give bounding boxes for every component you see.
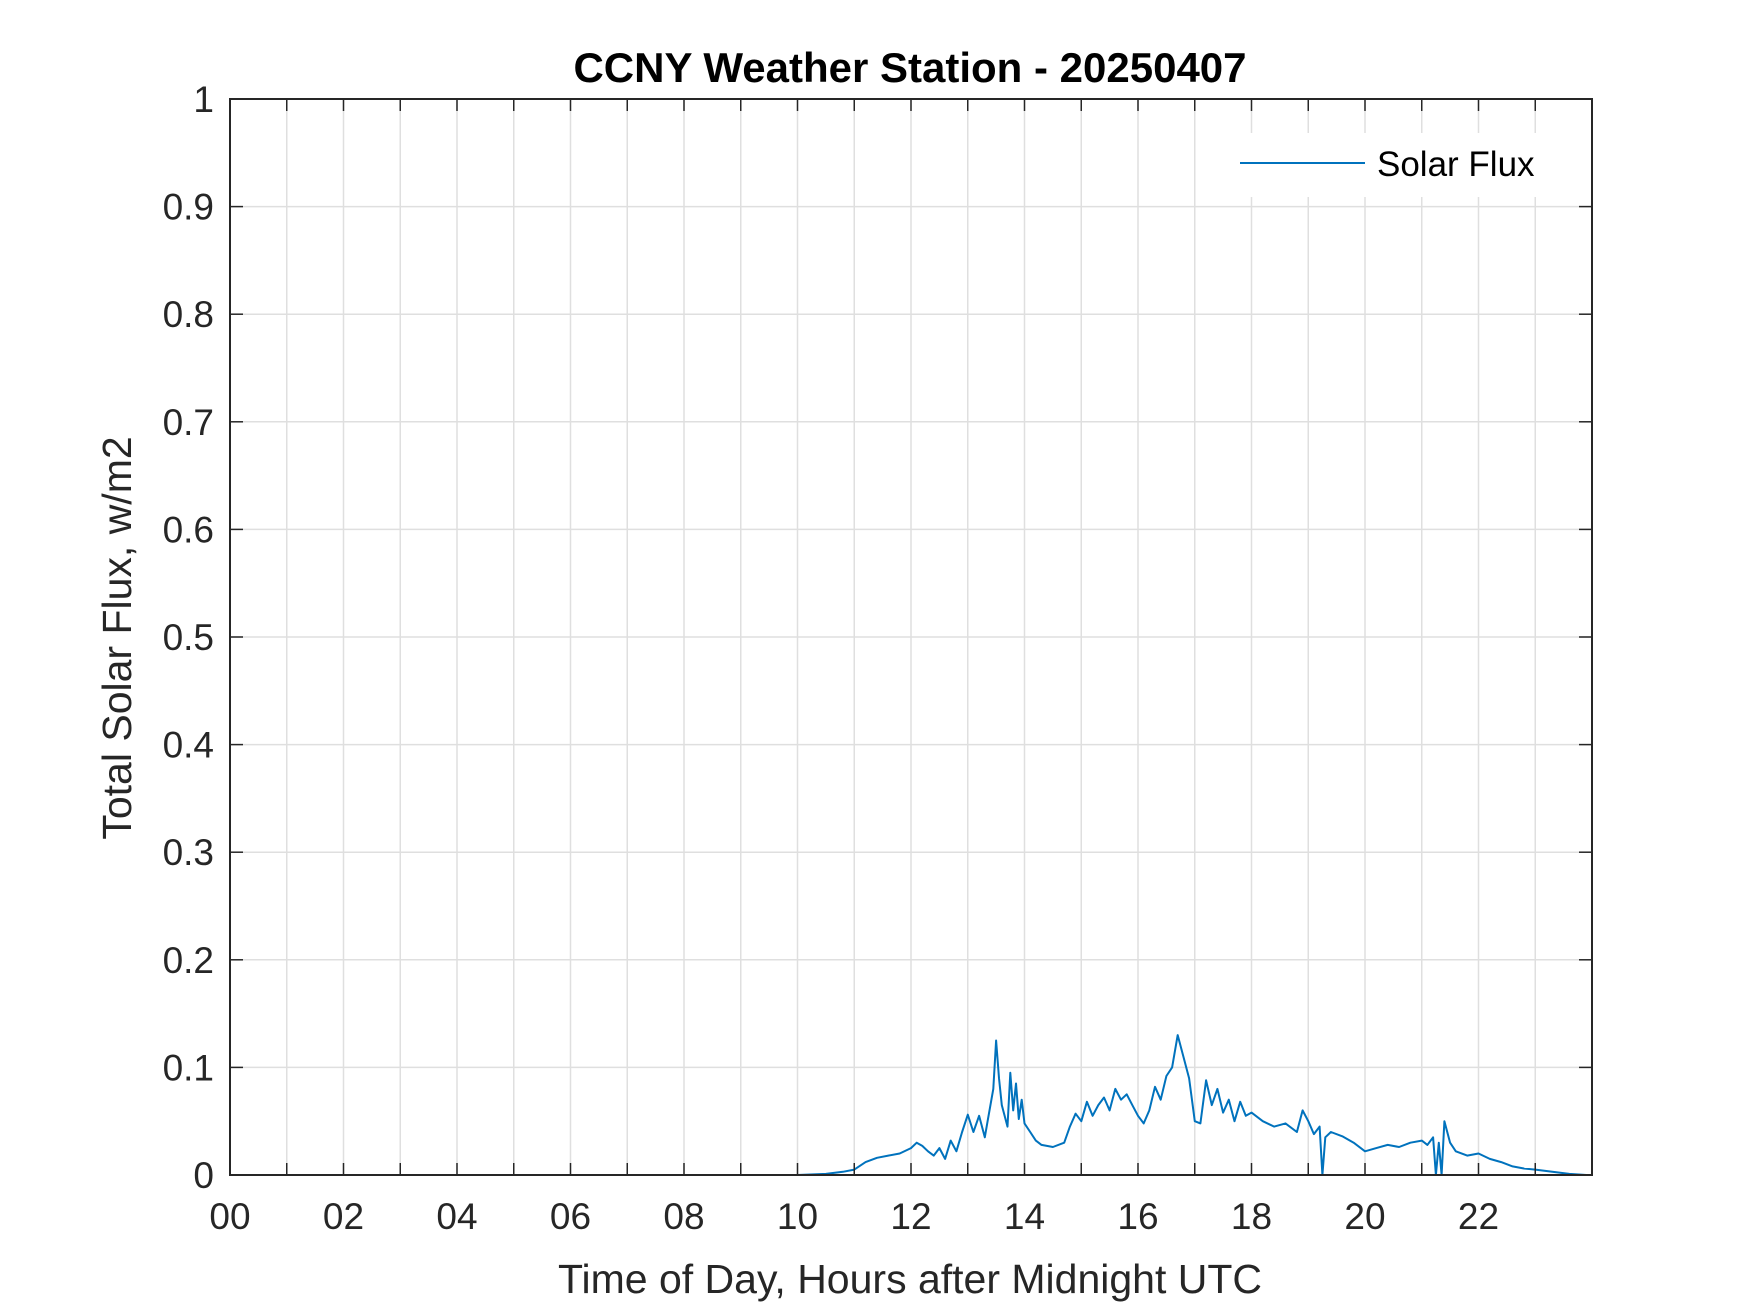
- series-layer: [230, 1034, 1587, 1176]
- x-tick-label: 04: [436, 1196, 477, 1237]
- y-tick-label: 1: [193, 79, 214, 120]
- x-tick-label: 02: [323, 1196, 364, 1237]
- y-tick-label: 0.1: [163, 1047, 214, 1088]
- x-tick-label: 16: [1117, 1196, 1158, 1237]
- legend-label-solar-flux: Solar Flux: [1377, 145, 1535, 184]
- x-tick-labels: 00 02 04 06 08 10 12 14 16 18 20 22: [209, 1196, 1499, 1237]
- y-tick-label: 0.3: [163, 832, 214, 873]
- legend-box: [1228, 133, 1552, 197]
- y-tick-label: 0.5: [163, 617, 214, 658]
- x-tick-label: 14: [1004, 1196, 1045, 1237]
- x-tick-label: 10: [777, 1196, 818, 1237]
- chart-title: CCNY Weather Station - 20250407: [573, 44, 1246, 91]
- grid-lines: [230, 99, 1592, 1175]
- y-tick-labels: 0 0.1 0.2 0.3 0.4 0.5 0.6 0.7 0.8 0.9 1: [163, 79, 214, 1196]
- y-tick-label: 0.6: [163, 509, 214, 550]
- y-tick-label: 0.9: [163, 187, 214, 228]
- y-axis-label: Total Solar Flux, w/m2: [94, 436, 140, 839]
- x-tick-label: 20: [1344, 1196, 1385, 1237]
- y-tick-label: 0: [193, 1155, 214, 1196]
- x-tick-label: 00: [209, 1196, 250, 1237]
- series-line-solar-flux: [230, 1034, 1587, 1176]
- x-tick-label: 12: [890, 1196, 931, 1237]
- y-tick-label: 0.7: [163, 402, 214, 443]
- y-tick-label: 0.8: [163, 294, 214, 335]
- x-axis-label: Time of Day, Hours after Midnight UTC: [558, 1256, 1262, 1302]
- y-tick-label: 0.2: [163, 940, 214, 981]
- tick-marks: [229, 98, 1592, 1176]
- x-tick-label: 08: [663, 1196, 704, 1237]
- x-tick-label: 22: [1458, 1196, 1499, 1237]
- y-tick-label: 0.4: [163, 725, 214, 766]
- x-tick-label: 18: [1231, 1196, 1272, 1237]
- legend: Solar Flux: [1228, 133, 1552, 197]
- x-tick-label: 06: [550, 1196, 591, 1237]
